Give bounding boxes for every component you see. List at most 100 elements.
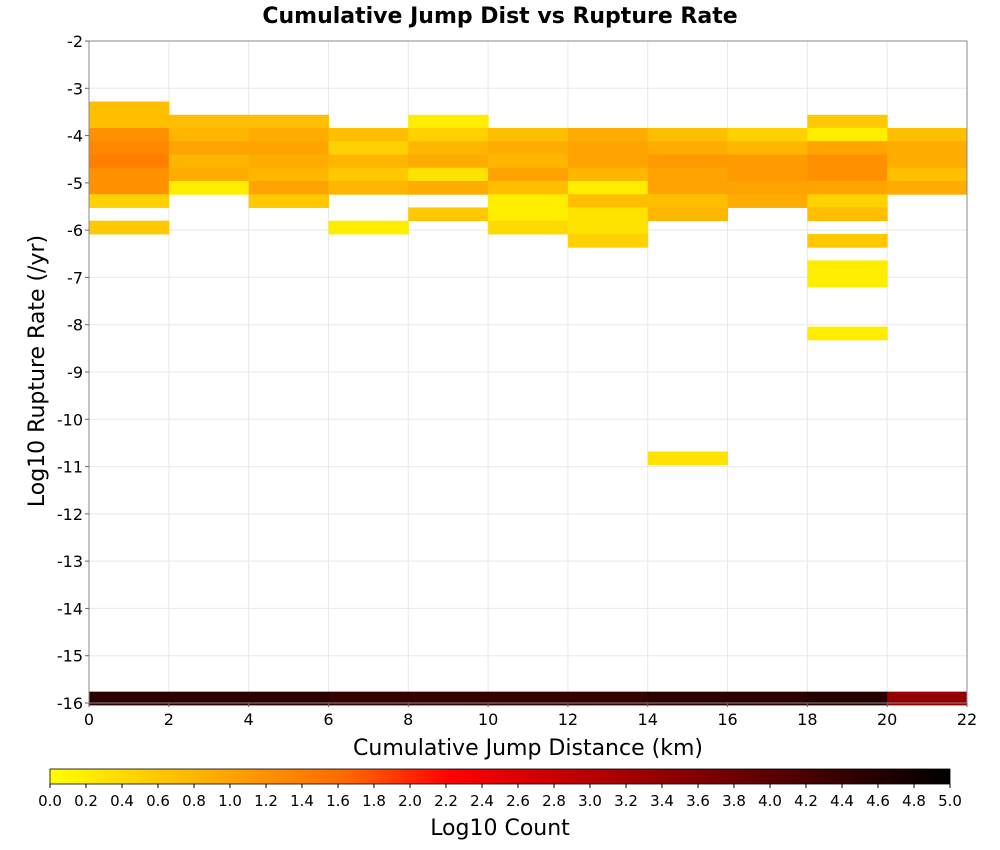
y-tick-label: -8 (67, 316, 83, 335)
heatmap-cell (248, 167, 329, 182)
heatmap-cell (488, 180, 569, 195)
x-tick-label: 20 (877, 710, 897, 729)
heatmap-cell (168, 114, 250, 129)
heatmap-cell (807, 260, 888, 275)
x-tick-label: 12 (558, 710, 578, 729)
heatmap-cell (807, 180, 888, 195)
heatmap-cell (727, 691, 808, 706)
heatmap-cell (807, 167, 888, 182)
heatmap-cell (408, 207, 489, 222)
colorbar-tick-label: 3.8 (722, 792, 746, 810)
heatmap-cell (89, 128, 170, 142)
colorbar-tick-label: 3.0 (578, 792, 602, 810)
heatmap-cell (647, 691, 729, 706)
x-tick-label: 0 (84, 710, 94, 729)
heatmap-cell (887, 691, 968, 706)
heatmap-cell (248, 180, 329, 195)
heatmap-cell (647, 180, 729, 195)
heatmap-cell (807, 114, 888, 129)
colorbar-tick-label: 1.0 (218, 792, 242, 810)
colorbar-tick-label: 4.0 (758, 792, 782, 810)
heatmap-cell (248, 691, 329, 706)
heatmap-cell (887, 141, 968, 155)
colorbar-tick-label: 2.4 (470, 792, 494, 810)
heatmap-cell (89, 180, 170, 195)
colorbar-tick-label: 4.6 (866, 792, 890, 810)
x-tick-label: 8 (403, 710, 413, 729)
heatmap-cell (647, 451, 729, 466)
heatmap-cell (887, 180, 968, 195)
y-tick-label: -2 (67, 32, 83, 51)
y-tick-label: -7 (67, 268, 83, 287)
heatmap-cell (328, 141, 409, 155)
colorbar-ticks: 0.0 0.2 0.4 0.6 0.8 1.0 1.2 1.4 1.6 1.8 2.0 2.2 2.4 2… (38, 784, 962, 810)
heatmap-cell (168, 180, 250, 195)
heatmap-cell (89, 691, 170, 706)
heatmap-cell (647, 141, 729, 155)
x-axis-ticks: 0 2 4 6 8 10 12 14 16 18 20 22 (84, 703, 977, 729)
heatmap-cell (807, 194, 888, 208)
heatmap-cell (727, 180, 808, 195)
x-tick-label: 16 (717, 710, 737, 729)
colorbar-tick-label: 4.8 (902, 792, 926, 810)
colorbar-tick-label: 2.8 (542, 792, 566, 810)
heatmap-cell (488, 167, 569, 182)
x-tick-label: 14 (638, 710, 658, 729)
colorbar-tick-label: 0.6 (146, 792, 170, 810)
heatmap-cell (567, 180, 649, 195)
heatmap-cell (168, 141, 250, 155)
heatmap-cell (488, 207, 569, 222)
heatmap-cell (89, 141, 170, 155)
heatmap-cell (328, 154, 409, 169)
colorbar-tick-label: 3.4 (650, 792, 674, 810)
colorbar-tick-label: 0.4 (110, 792, 134, 810)
colorbar-tick-label: 3.6 (686, 792, 710, 810)
heatmap-cells (89, 101, 968, 706)
y-tick-label: -15 (57, 647, 83, 666)
heatmap-cell (488, 194, 569, 208)
heatmap-cell (567, 154, 649, 169)
heatmap-cell (168, 154, 250, 169)
y-tick-label: -6 (67, 221, 83, 240)
heatmap-cell (408, 128, 489, 142)
y-tick-label: -16 (57, 694, 83, 713)
y-tick-label: -4 (67, 127, 83, 146)
heatmap-cell (89, 114, 170, 129)
y-tick-label: -3 (67, 79, 83, 98)
heatmap-cell (89, 154, 170, 169)
heatmap-cell (248, 128, 329, 142)
heatmap-cell (567, 220, 649, 235)
heatmap-cell (168, 128, 250, 142)
heatmap-cell (807, 141, 888, 155)
heatmap-cell (647, 128, 729, 142)
heatmap-cell (567, 233, 649, 248)
y-axis-ticks: -2 -3 -4 -5 -6 -7 -8 -9 -10 -11 -12 -13 -14 -15 -16 (57, 32, 89, 713)
heatmap-cell (647, 167, 729, 182)
heatmap-cell (488, 220, 569, 235)
y-tick-label: -13 (57, 552, 83, 571)
colorbar-tick-label: 4.4 (830, 792, 854, 810)
heatmap-cell (727, 128, 808, 142)
heatmap-cell (248, 114, 329, 129)
heatmap-cell (328, 220, 409, 235)
heatmap-cell (807, 233, 888, 248)
heatmap-cell (567, 167, 649, 182)
colorbar-tick-label: 1.4 (290, 792, 314, 810)
y-tick-label: -14 (57, 599, 83, 618)
colorbar-tick-label: 1.8 (362, 792, 386, 810)
heatmap-cell (408, 141, 489, 155)
heatmap-cell (89, 220, 170, 235)
heatmap-cell (248, 141, 329, 155)
y-axis-label: Log10 Rupture Rate (/yr) (25, 235, 50, 507)
colorbar-tick-label: 0.2 (74, 792, 98, 810)
heatmap-cell (727, 194, 808, 208)
heatmap-cell (248, 154, 329, 169)
heatmap-cell (887, 167, 968, 182)
x-tick-label: 2 (164, 710, 174, 729)
heatmap-cell (408, 691, 489, 706)
x-tick-label: 18 (797, 710, 817, 729)
heatmap-cell (89, 194, 170, 208)
heatmap-cell (89, 101, 170, 116)
colorbar-tick-label: 1.6 (326, 792, 350, 810)
heatmap-cell (727, 154, 808, 169)
